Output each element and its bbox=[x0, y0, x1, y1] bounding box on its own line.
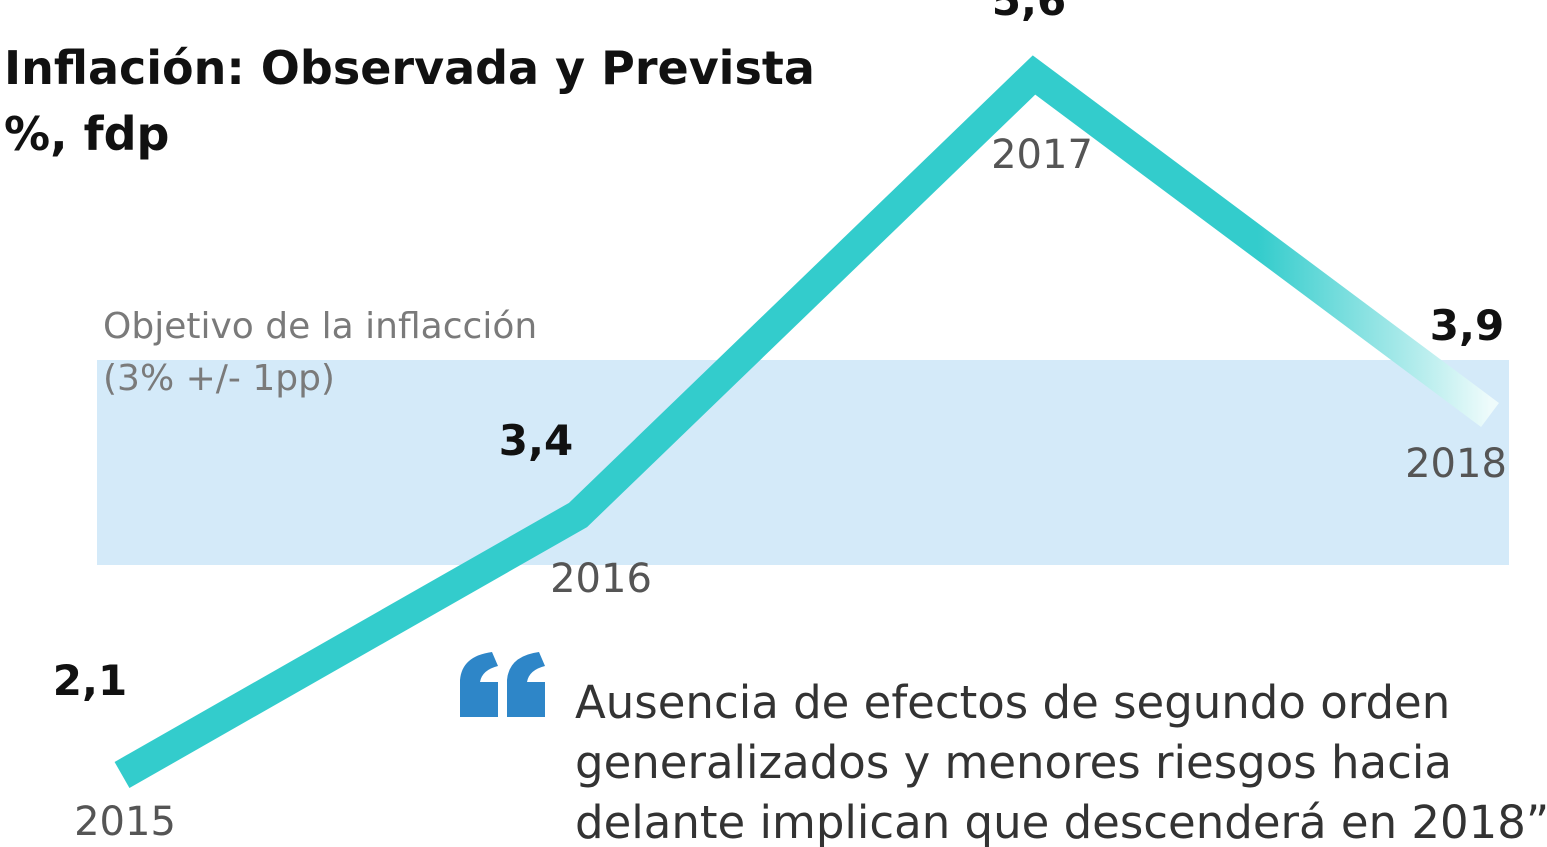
chart-subtitle: %, fdp bbox=[4, 107, 169, 161]
chart-title: Inflación: Observada y Prevista bbox=[4, 41, 815, 95]
data-label: 3,4 bbox=[499, 416, 573, 465]
quote-mark bbox=[460, 652, 545, 717]
band-label: (3% +/- 1pp) bbox=[103, 358, 335, 399]
x-tick-label: 2017 bbox=[991, 132, 1093, 178]
quote-line: generalizados y menores riesgos hacia bbox=[575, 736, 1452, 789]
data-label: 2,1 bbox=[53, 656, 127, 705]
data-label: 5,6 bbox=[992, 0, 1066, 25]
x-tick-label: 2018 bbox=[1405, 441, 1507, 487]
target-band bbox=[97, 360, 1509, 565]
x-tick-label: 2015 bbox=[74, 799, 176, 845]
quote-line: delante implican que descenderá en 2018” bbox=[575, 796, 1547, 847]
data-label: 3,9 bbox=[1430, 301, 1504, 350]
quote-line: Ausencia de efectos de segundo orden bbox=[575, 676, 1450, 729]
line bbox=[114, 55, 1499, 789]
band-label: Objetivo de la inflacción bbox=[103, 306, 537, 347]
x-tick-label: 2016 bbox=[550, 556, 652, 602]
